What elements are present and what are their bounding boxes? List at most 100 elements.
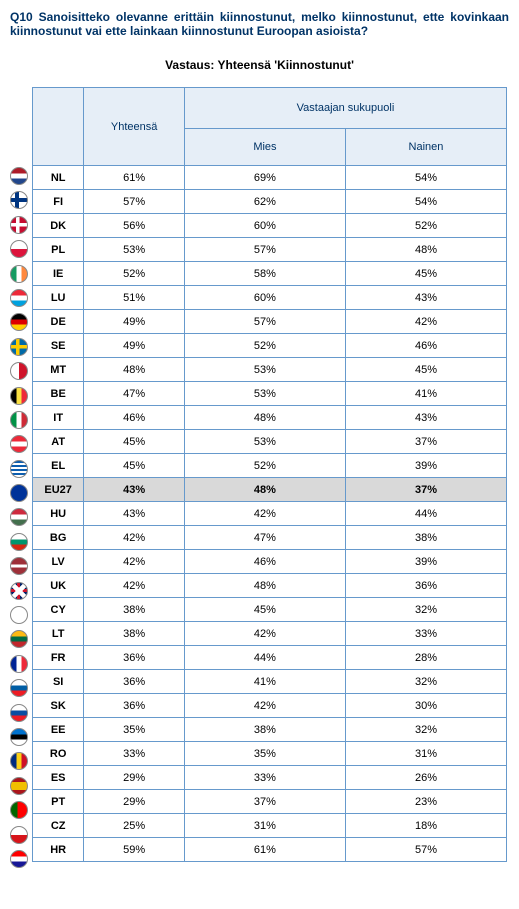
table-row: LU51%60%43% (33, 286, 507, 310)
header-gender-group: Vastaajan sukupuoli (184, 88, 506, 129)
country-code: BG (33, 526, 84, 550)
flag-icon (10, 265, 28, 283)
table-row: BG42%47%38% (33, 526, 507, 550)
flag-icon (10, 362, 28, 380)
value-male: 57% (184, 310, 345, 334)
value-total: 43% (84, 502, 185, 526)
value-total: 29% (84, 790, 185, 814)
country-code: EL (33, 454, 84, 478)
flag-icon (10, 460, 28, 478)
value-male: 60% (184, 286, 345, 310)
flag-icon (10, 850, 28, 868)
country-code: RO (33, 742, 84, 766)
country-code: IE (33, 262, 84, 286)
country-code: SK (33, 694, 84, 718)
flag-icon (10, 191, 28, 209)
country-code: HU (33, 502, 84, 526)
country-code: DE (33, 310, 84, 334)
value-total: 35% (84, 718, 185, 742)
flag-icon (10, 704, 28, 722)
country-code: SE (33, 334, 84, 358)
value-male: 37% (184, 790, 345, 814)
flag-icon (10, 533, 28, 551)
table-row: BE47%53%41% (33, 382, 507, 406)
table-row: LT38%42%33% (33, 622, 507, 646)
value-total: 59% (84, 838, 185, 862)
table-row: CZ25%31%18% (33, 814, 507, 838)
value-female: 33% (345, 622, 506, 646)
country-code: MT (33, 358, 84, 382)
value-female: 48% (345, 238, 506, 262)
table-row: EL45%52%39% (33, 454, 507, 478)
country-code: IT (33, 406, 84, 430)
value-total: 61% (84, 166, 185, 190)
flag-icon (10, 801, 28, 819)
value-female: 43% (345, 406, 506, 430)
table-row: FR36%44%28% (33, 646, 507, 670)
value-female: 45% (345, 358, 506, 382)
value-total: 42% (84, 550, 185, 574)
country-code: PL (33, 238, 84, 262)
header-female: Nainen (345, 129, 506, 166)
value-total: 51% (84, 286, 185, 310)
country-code: SI (33, 670, 84, 694)
value-male: 47% (184, 526, 345, 550)
results-table: Yhteensä Vastaajan sukupuoli Mies Nainen… (32, 87, 507, 862)
flag-icon (10, 508, 28, 526)
flag-icon (10, 289, 28, 307)
value-female: 41% (345, 382, 506, 406)
value-total: 56% (84, 214, 185, 238)
value-total: 57% (84, 190, 185, 214)
value-female: 18% (345, 814, 506, 838)
table-row: AT45%53%37% (33, 430, 507, 454)
value-female: 32% (345, 598, 506, 622)
table-row: SI36%41%32% (33, 670, 507, 694)
value-male: 57% (184, 238, 345, 262)
flag-icon (10, 313, 28, 331)
value-total: 38% (84, 622, 185, 646)
value-male: 61% (184, 838, 345, 862)
table-row: EE35%38%32% (33, 718, 507, 742)
value-female: 23% (345, 790, 506, 814)
table-row: PT29%37%23% (33, 790, 507, 814)
flag-icon (10, 411, 28, 429)
flag-icon (10, 484, 28, 502)
value-male: 42% (184, 694, 345, 718)
flag-icon (10, 606, 28, 624)
country-code: FR (33, 646, 84, 670)
value-male: 53% (184, 430, 345, 454)
flag-icon (10, 826, 28, 844)
value-female: 42% (345, 310, 506, 334)
value-female: 57% (345, 838, 506, 862)
value-male: 53% (184, 382, 345, 406)
value-female: 39% (345, 454, 506, 478)
value-male: 52% (184, 334, 345, 358)
value-male: 48% (184, 478, 345, 502)
country-code: NL (33, 166, 84, 190)
value-male: 45% (184, 598, 345, 622)
value-male: 33% (184, 766, 345, 790)
value-male: 35% (184, 742, 345, 766)
value-total: 53% (84, 238, 185, 262)
value-female: 37% (345, 430, 506, 454)
value-male: 42% (184, 622, 345, 646)
value-male: 46% (184, 550, 345, 574)
country-code: AT (33, 430, 84, 454)
flag-icon (10, 630, 28, 648)
value-female: 39% (345, 550, 506, 574)
header-male: Mies (184, 129, 345, 166)
value-female: 43% (345, 286, 506, 310)
country-code: LU (33, 286, 84, 310)
value-total: 36% (84, 694, 185, 718)
flags-column (10, 167, 28, 874)
value-male: 48% (184, 574, 345, 598)
value-total: 42% (84, 526, 185, 550)
value-total: 46% (84, 406, 185, 430)
table-row: MT48%53%45% (33, 358, 507, 382)
flag-icon (10, 216, 28, 234)
value-total: 45% (84, 430, 185, 454)
value-female: 45% (345, 262, 506, 286)
table-row: SE49%52%46% (33, 334, 507, 358)
value-male: 60% (184, 214, 345, 238)
country-code: FI (33, 190, 84, 214)
